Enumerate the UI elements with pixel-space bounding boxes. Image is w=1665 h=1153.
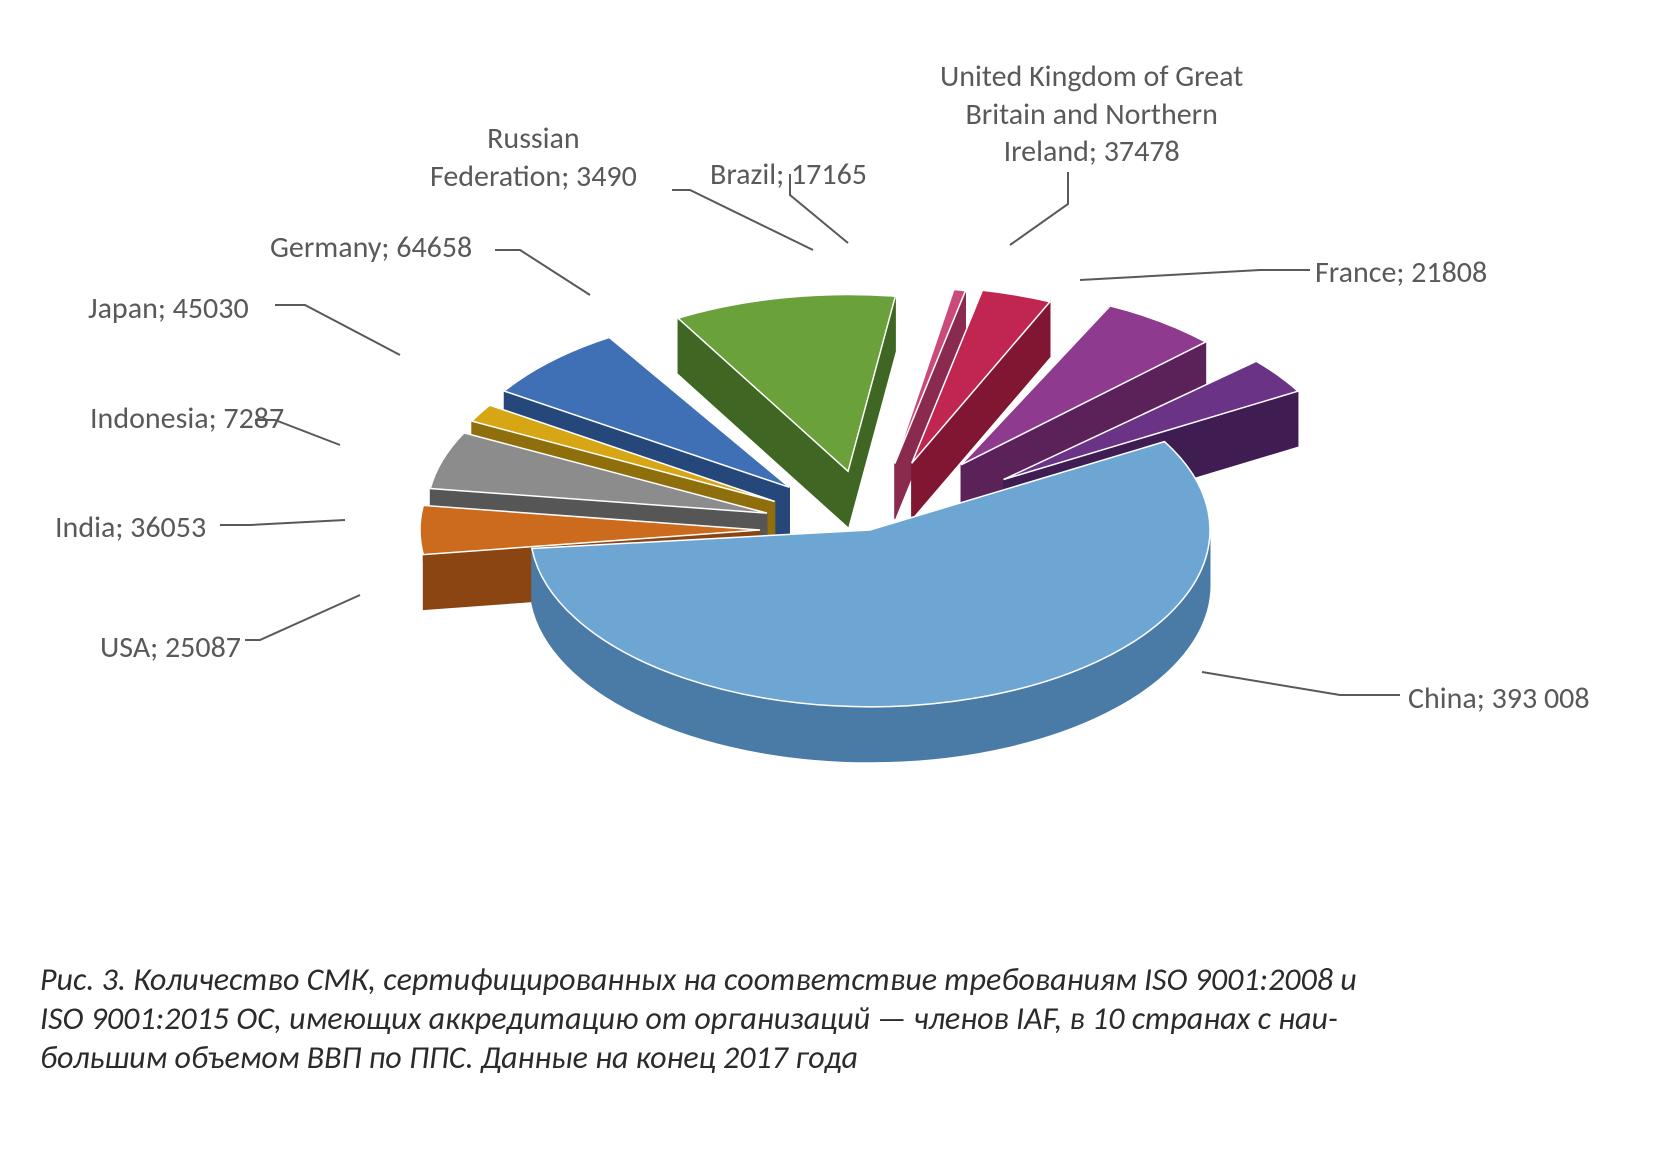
slice-label-germany: Germany; 64658 bbox=[270, 229, 472, 267]
slice-label-japan: Japan; 45030 bbox=[88, 290, 249, 328]
slice-label-indonesia: Indonesia; 7287 bbox=[90, 400, 284, 438]
slice-label-russia: Russian Federation; 3490 bbox=[430, 120, 637, 195]
slice-label-france: France; 21808 bbox=[1315, 254, 1487, 292]
figure-caption: Рис. 3. Количество СМК, сертифицированны… bbox=[40, 960, 1630, 1077]
slice-label-brazil: Brazil; 17165 bbox=[710, 156, 867, 194]
slice-label-china: China; 393 008 bbox=[1408, 680, 1590, 718]
chart-stage: Рис. 3. Количество СМК, сертифицированны… bbox=[0, 0, 1665, 1153]
slice-label-india: India; 36053 bbox=[55, 509, 206, 547]
slice-label-uk: United Kingdom of Great Britain and Nort… bbox=[940, 58, 1243, 171]
slice-label-usa: USA; 25087 bbox=[100, 629, 241, 667]
